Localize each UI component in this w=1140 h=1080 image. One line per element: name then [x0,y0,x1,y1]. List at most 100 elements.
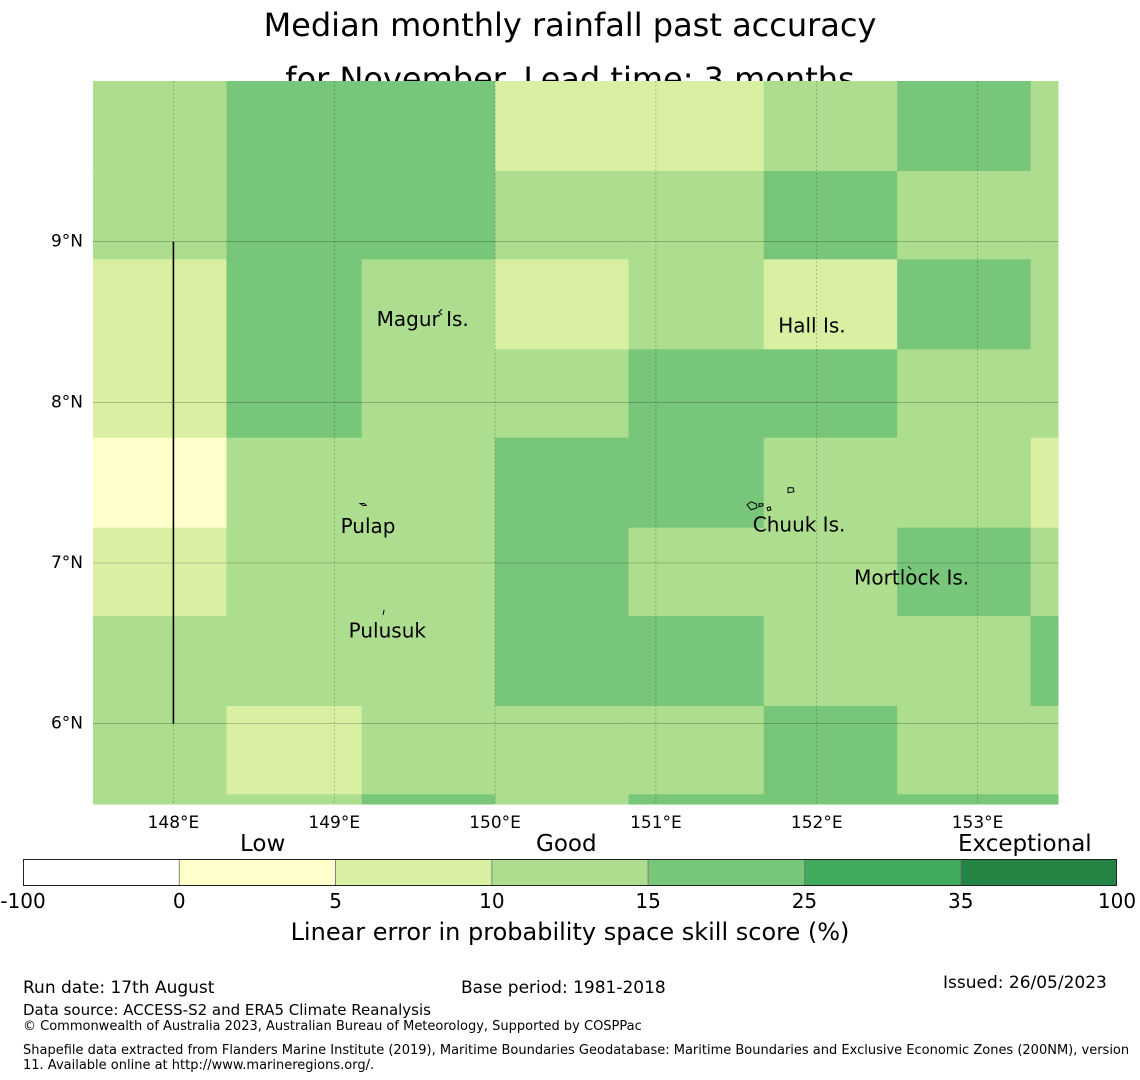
x-tick-label: 153°E [952,813,1004,833]
colorbar-frame [23,859,1117,886]
skill-cell [361,170,496,260]
skill-cell [361,616,496,707]
skill-cell [495,81,630,172]
skill-cell [495,705,630,795]
title-line-1: Median monthly rainfall past accuracy [263,6,877,44]
colorbar-tick-label: 10 [479,889,505,913]
skill-cell [1030,437,1059,529]
skill-cell [763,259,898,350]
x-tick-label: 152°E [791,813,843,833]
colorbar-tick-label: 15 [635,889,661,913]
skill-cell [93,170,227,260]
skill-cell [1030,616,1059,707]
skill-cell [897,349,1032,439]
skill-cell [361,349,496,439]
x-tick-label: 150°E [469,813,521,833]
skill-cell [897,705,1032,795]
skill-cell [628,170,765,260]
skill-cell [763,527,898,617]
skill-cell [495,259,630,350]
skill-cell [1030,259,1059,350]
island-label: Pulap [341,514,396,538]
map-figure: Magur Is. Hall Is. Pulap Chuuk Is. Mortlock … [51,81,1059,833]
skill-cell [897,794,1032,805]
skill-cell [495,794,630,805]
colorbar-segment [335,859,493,886]
colorbar-segment [491,859,649,886]
skill-cell [897,437,1032,529]
skill-cell [361,437,496,529]
skill-cell [361,259,496,350]
skill-cell [226,616,363,707]
skill-cell [763,170,898,260]
island-outline [746,501,772,512]
colorbar [23,859,1117,886]
skill-cell [495,616,630,707]
colorbar-tick-label: -100 [0,889,46,913]
skill-cell [763,81,898,172]
skill-cell [628,81,765,172]
skill-cell [226,259,363,350]
skill-cell [628,349,765,439]
skill-cell [763,349,898,439]
skill-cell [1030,705,1059,795]
skill-cell [226,81,363,172]
skill-cell [628,794,765,805]
skill-cell [628,259,765,350]
colorbar-title: Linear error in probability space skill … [290,918,850,946]
base-period: Base period: 1981-2018 [461,978,666,998]
colorbar-segment [647,859,805,886]
skill-cell [763,705,898,795]
skill-grid [93,81,1059,805]
skill-cell [93,616,227,707]
island-label: Pulusuk [349,619,427,643]
data-source: Data source: ACCESS-S2 and ERA5 Climate … [23,1001,431,1019]
run-date: Run date: 17th August [23,978,215,998]
skill-cell [361,705,496,795]
skill-cell [93,527,227,617]
skill-cell [361,794,496,805]
skill-cell [1030,81,1059,172]
copyright: © Commonwealth of Australia 2023, Austra… [23,1019,642,1034]
island-shapes: Magur Is. Hall Is. Pulap Chuuk Is. Mortlock … [341,307,970,643]
island-label: Hall Is. [778,313,845,337]
skill-cell [763,794,898,805]
map-title: Median monthly rainfall past accuracy fo… [0,0,1140,106]
skill-cell [1030,794,1059,805]
island-outline [358,503,368,507]
colorbar-category-good: Good [536,831,597,857]
island-label: Chuuk Is. [753,513,846,537]
skill-cell [361,81,496,172]
colorbar-tick-label: 25 [791,889,818,913]
y-tick-label: 7°N [51,553,83,573]
colorbar-category-low: Low [240,831,286,857]
skill-cell [495,349,630,439]
island-outline [787,487,795,494]
x-tick-label: 148°E [148,813,200,833]
skill-cell [897,259,1032,350]
skill-cell [226,794,363,805]
skill-cell [628,437,765,529]
y-tick-label: 8°N [51,392,83,412]
y-tick-label: 6°N [51,714,83,734]
skill-cell [897,170,1032,260]
skill-cell [1030,170,1059,260]
skill-cell [1030,527,1059,617]
colorbar-tick-label: 35 [947,889,974,913]
skill-cell [361,527,496,617]
skill-cell [93,794,227,805]
graticule [93,81,1058,804]
colorbar-tick-label: 100 [1097,889,1137,913]
island-outline [382,609,385,615]
skill-cell [628,705,765,795]
island-outline [438,308,443,316]
x-tick-label: 151°E [630,813,682,833]
y-tick-label: 9°N [51,232,83,252]
colorbar-tick-label: 0 [172,889,186,913]
colorbar-segment [804,859,962,886]
island-outline [907,565,912,570]
skill-cell [897,81,1032,172]
x-tick-label: 149°E [308,813,360,833]
skill-cell [628,527,765,617]
island-label: Magur Is. [377,307,469,331]
